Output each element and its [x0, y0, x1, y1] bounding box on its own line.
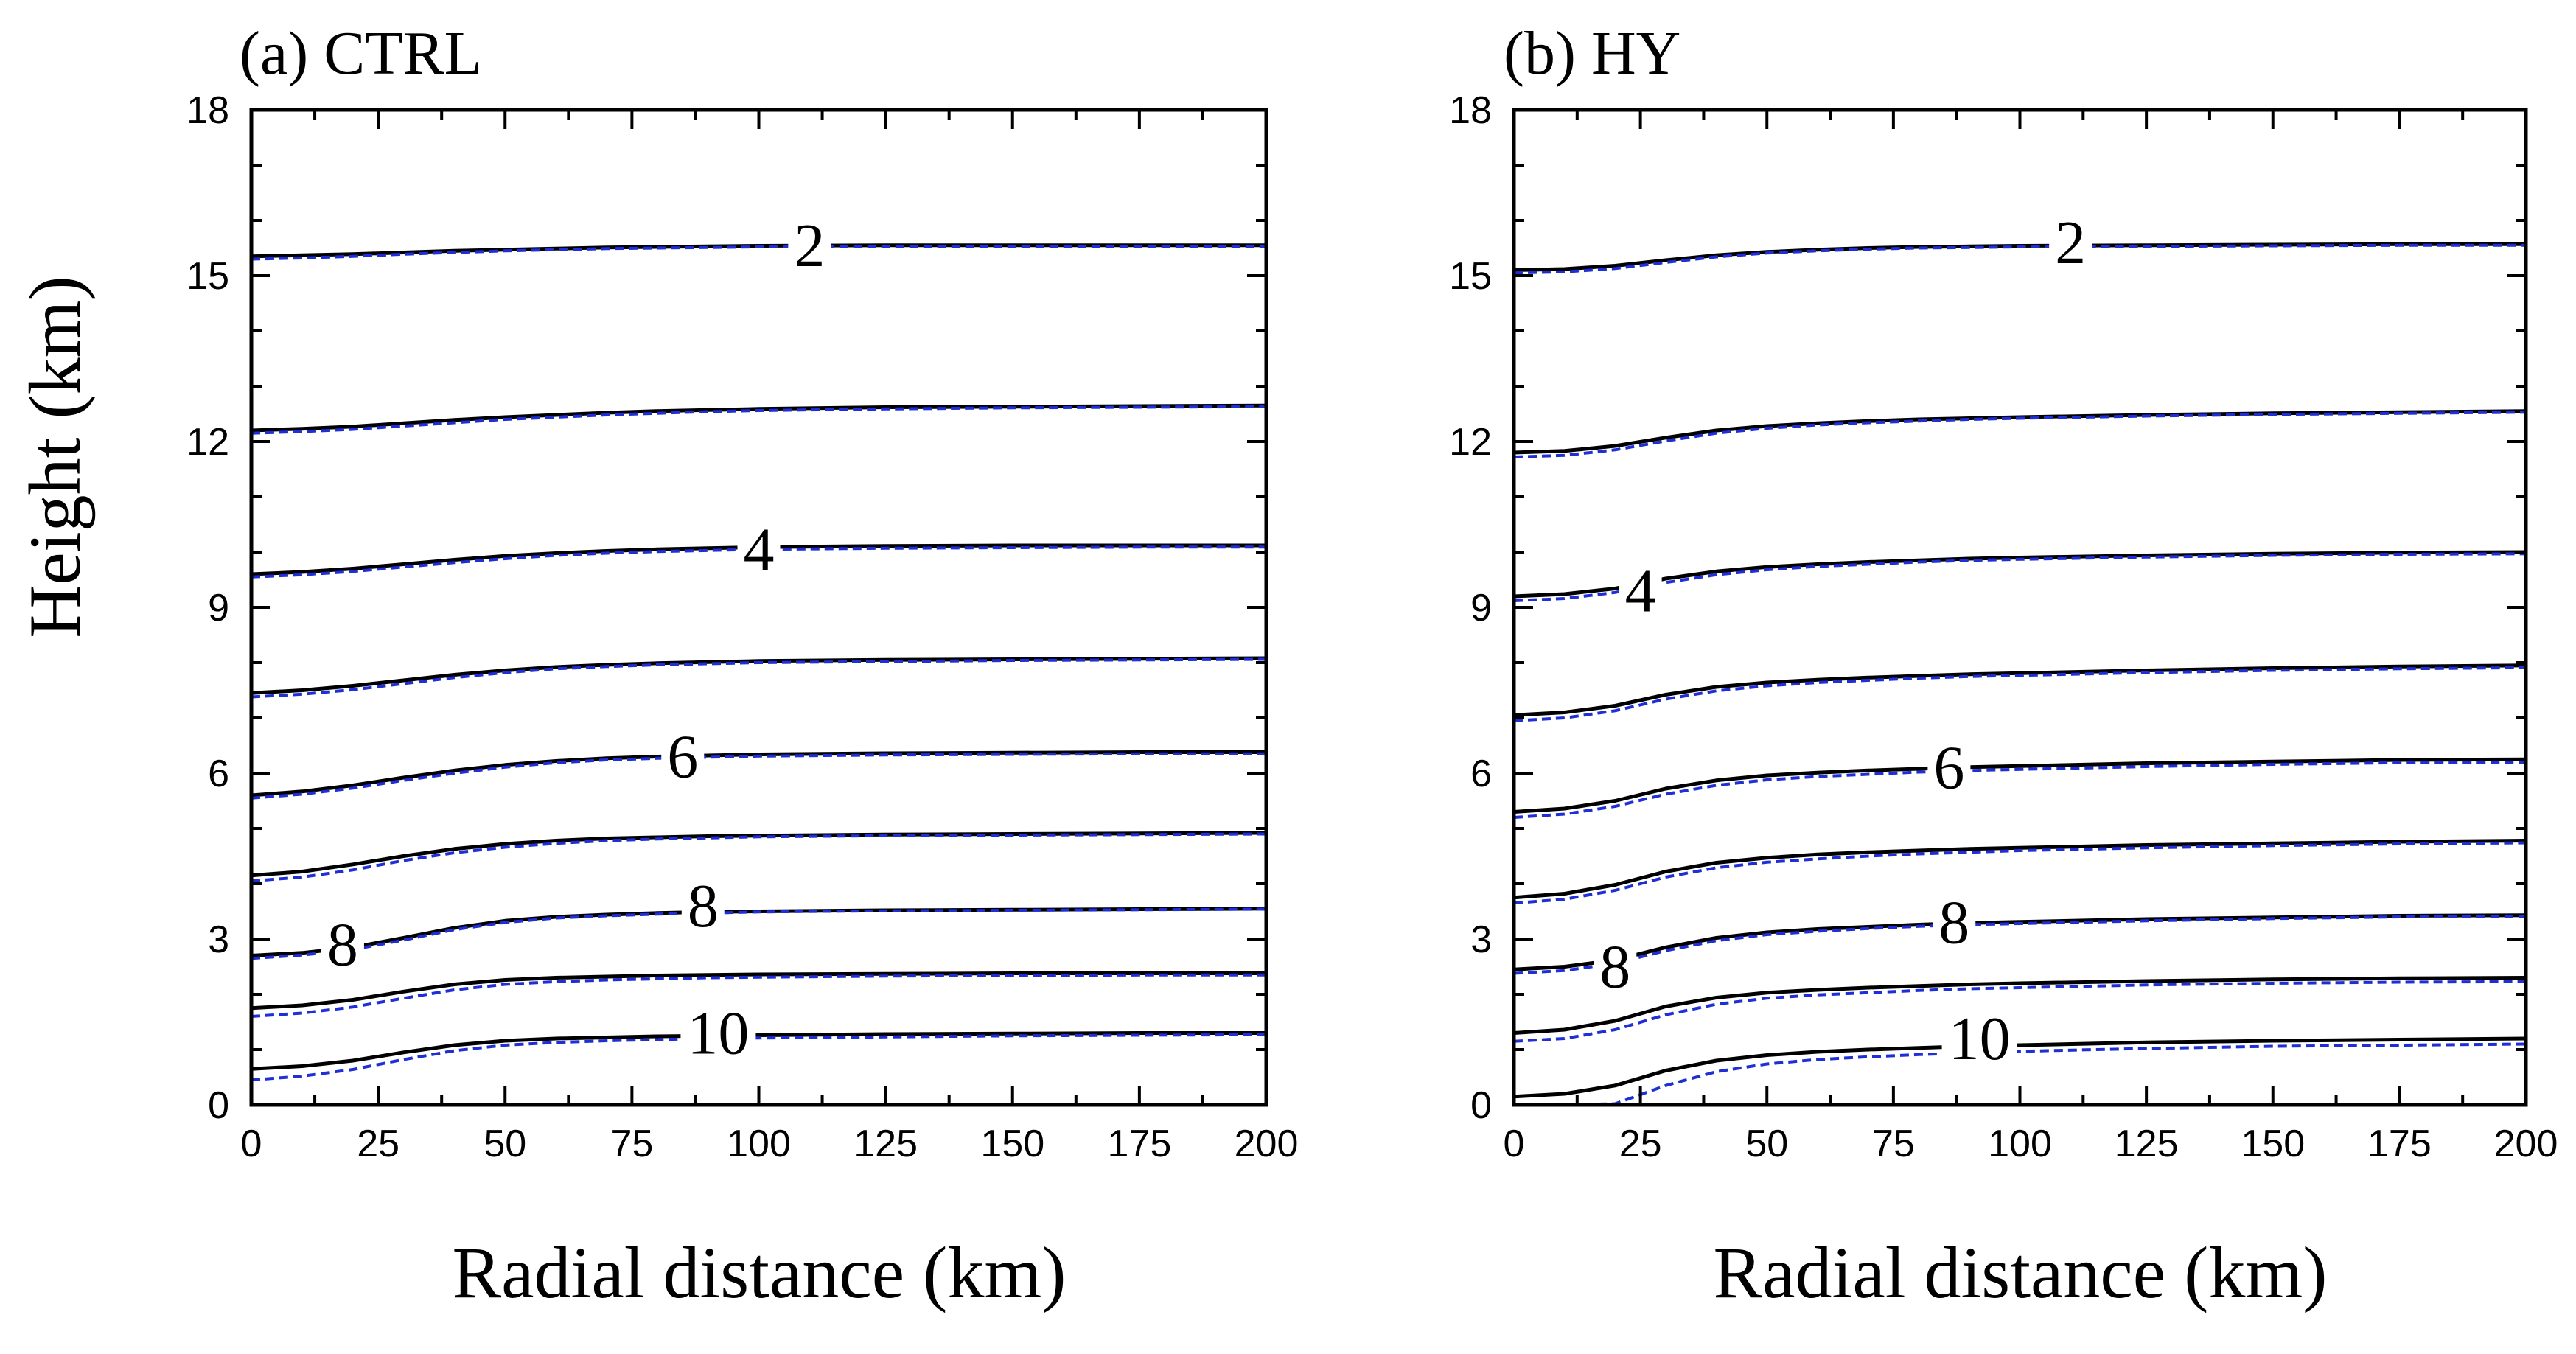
contour-label: 10 — [1949, 1005, 2011, 1073]
contour-label-bg — [1941, 1011, 2017, 1067]
series-line-solid — [1514, 976, 2526, 1035]
shared-y-axis-title: Height (km) — [14, 276, 96, 638]
contour-label-bg — [1594, 938, 1637, 995]
series-line-dashed — [1514, 980, 2526, 1043]
x-axis-title-a: Radial distance (km) — [452, 1232, 1066, 1313]
y-tick-label: 6 — [1470, 753, 1492, 795]
series-line-dashed — [251, 832, 1266, 883]
contour-label: 6 — [1933, 734, 1964, 803]
y-tick-label: 12 — [186, 421, 229, 464]
series-group — [251, 243, 1266, 1105]
contour-label-bg — [2049, 214, 2092, 271]
y-tick-label: 9 — [1470, 587, 1492, 629]
contour-label: 6 — [667, 723, 698, 792]
series-line-solid — [251, 831, 1266, 878]
y-tick-label: 9 — [208, 587, 229, 629]
y-tick-label: 18 — [186, 89, 229, 132]
contour-label: 8 — [1938, 889, 1969, 957]
panel-title-b: (b) HY — [1504, 19, 1680, 88]
x-tick-label: 0 — [1504, 1123, 1525, 1165]
series-line-solid — [251, 971, 1266, 1011]
x-tick-label: 100 — [1988, 1123, 2052, 1165]
y-tick-label: 15 — [186, 255, 229, 298]
y-tick-label: 0 — [208, 1084, 229, 1127]
contour-label-bg — [1927, 739, 1971, 796]
contour-label-bg — [681, 878, 725, 934]
series-line-solid — [1514, 663, 2526, 717]
x-tick-label: 100 — [727, 1123, 791, 1165]
series-line-dashed — [1514, 666, 2526, 722]
series-line-dashed — [1514, 411, 2526, 458]
contour-label: 4 — [744, 515, 775, 584]
y-tick-label: 3 — [1470, 918, 1492, 961]
contour-label-bg — [680, 1005, 756, 1061]
contour-label: 2 — [2055, 209, 2086, 277]
x-tick-label: 25 — [1619, 1123, 1662, 1165]
x-tick-label: 175 — [1107, 1123, 1171, 1165]
x-tick-label: 150 — [2241, 1123, 2305, 1165]
y-tick-label: 3 — [208, 918, 229, 961]
contour-label: 8 — [1599, 933, 1630, 1002]
contour-label: 10 — [687, 999, 749, 1068]
contour-label-bg — [661, 728, 705, 785]
series-line-dashed — [251, 545, 1266, 579]
series-line-dashed — [251, 1033, 1266, 1082]
contour-label-bg — [788, 217, 831, 273]
x-tick-label: 200 — [1235, 1123, 1299, 1165]
series-line-dashed — [251, 657, 1266, 699]
contour-label: 8 — [688, 872, 719, 941]
x-tick-label: 125 — [2115, 1123, 2179, 1165]
series-line-solid — [251, 543, 1266, 576]
series-line-solid — [1514, 839, 2526, 900]
contour-label: 4 — [1625, 557, 1656, 626]
series-line-dashed — [1514, 761, 2526, 819]
x-tick-label: 25 — [357, 1123, 399, 1165]
x-tick-label: 200 — [2494, 1123, 2558, 1165]
series-line-solid — [1514, 757, 2526, 814]
series-line-dashed — [251, 907, 1266, 960]
series-line-solid — [1514, 1036, 2526, 1099]
y-tick-label: 15 — [1449, 255, 1492, 298]
y-tick-label: 6 — [208, 753, 229, 795]
series-group — [1514, 242, 2526, 1105]
y-tick-label: 12 — [1449, 421, 1492, 464]
series-line-dashed — [251, 405, 1266, 435]
panel-title-a: (a) CTRL — [240, 19, 482, 88]
contour-label-bg — [1619, 562, 1662, 619]
contour-label: 8 — [327, 911, 358, 980]
series-line-dashed — [1514, 915, 2526, 975]
series-line-solid — [251, 907, 1266, 957]
series-line-dashed — [1514, 841, 2526, 905]
series-line-dashed — [251, 973, 1266, 1018]
series-line-dashed — [1514, 1042, 2526, 1105]
x-axis-title-b: Radial distance (km) — [1713, 1232, 2327, 1313]
contour-label: 2 — [794, 212, 825, 280]
x-tick-label: 75 — [610, 1123, 653, 1165]
series-line-dashed — [251, 245, 1266, 261]
x-tick-label: 50 — [1745, 1123, 1788, 1165]
x-tick-label: 175 — [2367, 1123, 2432, 1165]
y-tick-label: 18 — [1449, 89, 1492, 132]
series-line-dashed — [1514, 243, 2526, 275]
x-tick-label: 75 — [1872, 1123, 1915, 1165]
contour-label-bg — [1933, 894, 1976, 951]
series-line-dashed — [251, 752, 1266, 800]
series-line-solid — [251, 750, 1266, 798]
x-tick-label: 125 — [854, 1123, 918, 1165]
x-tick-label: 150 — [980, 1123, 1044, 1165]
plot-frame — [249, 108, 1268, 1107]
contour-label-bg — [321, 916, 364, 973]
series-line-solid — [251, 1031, 1266, 1071]
x-tick-label: 50 — [484, 1123, 526, 1165]
contour-label-bg — [737, 521, 781, 578]
x-tick-label: 0 — [241, 1123, 262, 1165]
y-tick-label: 0 — [1470, 1084, 1492, 1127]
